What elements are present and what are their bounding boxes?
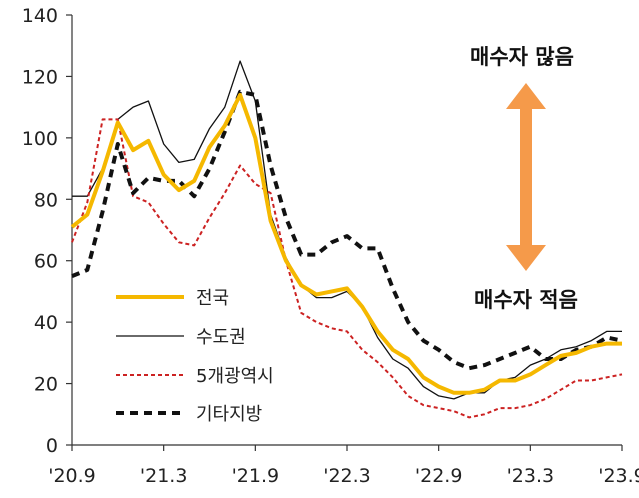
x-tick-label-2: '21.9 bbox=[232, 465, 280, 487]
annotation-many-buyers: 매수자 많음 bbox=[470, 45, 574, 69]
annotation-few-buyers: 매수자 적음 bbox=[474, 288, 578, 312]
y-tick-label-0: 0 bbox=[46, 435, 58, 457]
x-tick-label-4: '22.9 bbox=[415, 465, 463, 487]
y-tick-label-100: 100 bbox=[22, 128, 58, 150]
legend-label-2: 5개광역시 bbox=[196, 366, 274, 387]
chart-series-lines bbox=[70, 60, 623, 419]
x-tick-label-6: '23.9 bbox=[598, 465, 639, 487]
y-tick-label-60: 60 bbox=[34, 251, 58, 273]
y-tick-label-80: 80 bbox=[34, 189, 58, 211]
series-line-2 bbox=[71, 118, 623, 419]
chart-axes: 0 20 40 60 80 100 120 140 '20.9 '21.3 '21.9 '22.3 '2… bbox=[22, 5, 639, 487]
y-tick-label-40: 40 bbox=[34, 312, 58, 334]
legend-label-3: 기타지방 bbox=[196, 404, 262, 425]
y-tick-label-140: 140 bbox=[22, 5, 58, 27]
double-arrow-shape bbox=[506, 83, 546, 271]
x-tick-label-1: '21.3 bbox=[140, 465, 188, 487]
x-tick-label-0: '20.9 bbox=[48, 465, 96, 487]
y-tick-label-120: 120 bbox=[22, 66, 58, 88]
series-line-1 bbox=[72, 60, 622, 400]
x-tick-label-5: '23.3 bbox=[507, 465, 555, 487]
legend-label-0: 전국 bbox=[196, 288, 229, 309]
series-line-3 bbox=[71, 89, 623, 371]
legend-label-1: 수도권 bbox=[196, 327, 246, 348]
series-line-0 bbox=[70, 92, 622, 395]
x-tick-label-3: '22.3 bbox=[323, 465, 371, 487]
y-tick-label-20: 20 bbox=[34, 374, 58, 396]
buyer-sentiment-arrow bbox=[506, 83, 546, 271]
